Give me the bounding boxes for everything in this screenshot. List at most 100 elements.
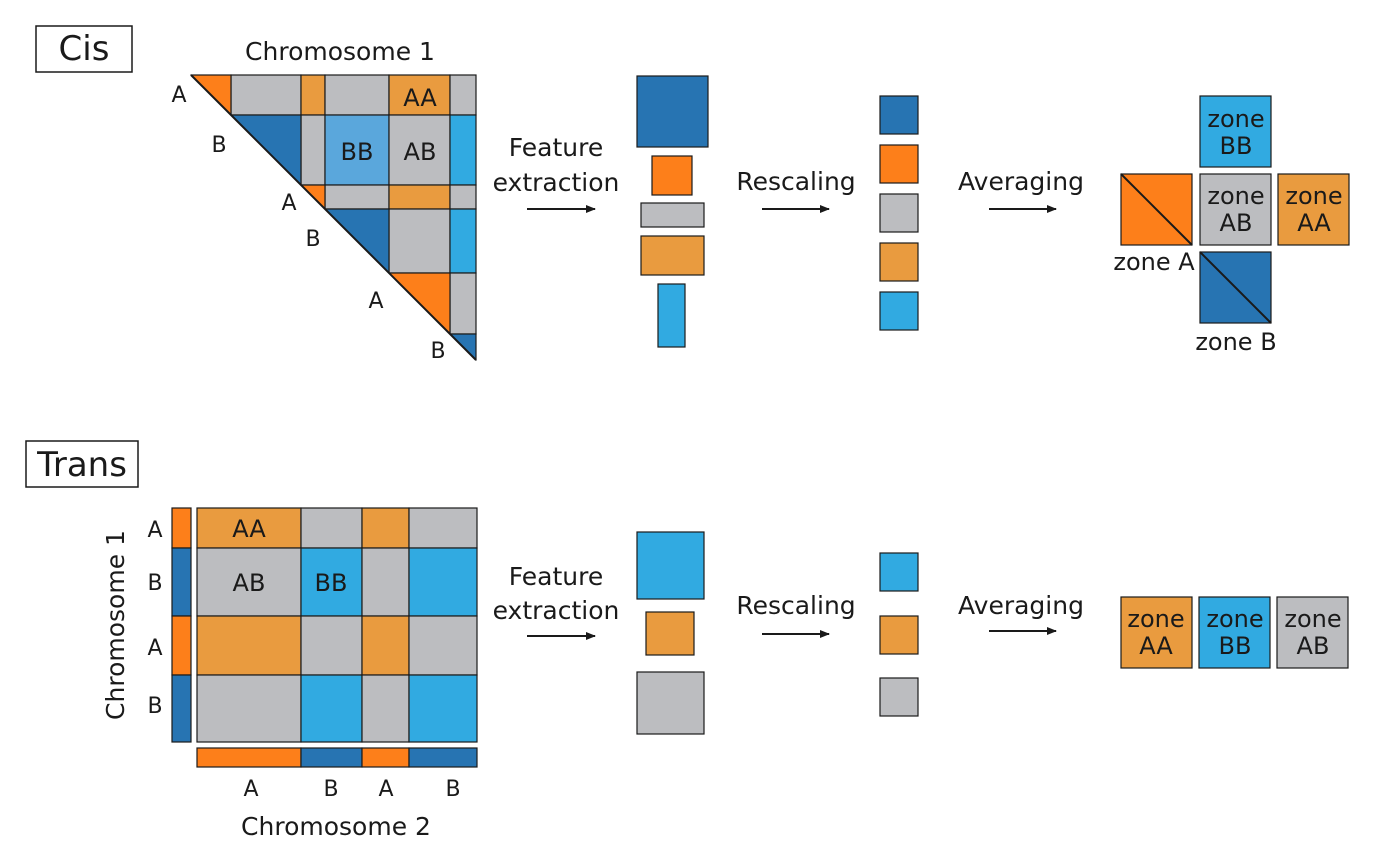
trans-cell-label-ab: AB [233,569,266,597]
cis-diag-label: A [368,289,383,314]
trans-averaged-zones [1120,596,1349,669]
cis-zone-aa-label: AA [1297,209,1331,237]
cis-cell [230,74,302,116]
cis-title: Cis [59,29,110,69]
trans-zone-ab [1276,596,1349,669]
cis-zone-ab-label: zone [1207,182,1264,210]
cis-rescaled-features [879,95,919,331]
trans-zone-ab-label: zone [1284,605,1341,633]
cis-rescaled-square [879,144,919,184]
trans-zone-aa-label: zone [1127,605,1184,633]
cis-cell [300,74,326,116]
cis-feature-gray [640,202,705,228]
cis-zone-a-diagonal [1120,173,1193,246]
trans-title: Trans [36,445,127,485]
trans-cell [361,507,410,549]
cis-rescaled-square [879,291,919,331]
trans-cell [408,615,478,676]
trans-zone-bb-label: zone [1206,605,1263,633]
cis-diag-label: A [281,191,296,216]
trans-cell [361,674,410,743]
trans-cell [300,507,363,549]
cis-diag-label: B [211,133,226,158]
cis-cell [388,184,451,210]
cis-cell [449,184,477,210]
cis-cell-label-ab: AB [404,138,437,166]
cis-section: Cis Chromosome 1 [35,25,1350,364]
cis-rescaled-square [879,193,919,233]
cis-title-box [35,25,133,73]
trans-rescaled-square [879,615,919,655]
trans-zone-bb [1198,596,1271,669]
cis-cell [388,208,451,274]
trans-extracted-features [636,531,705,735]
cis-zone-ab-label: AB [1220,209,1253,237]
cis-extracted-features [636,75,709,348]
trans-feature-label: extraction [493,596,620,625]
trans-rescaling-label: Rescaling [736,591,855,620]
trans-cell [361,547,410,617]
trans-cell [196,615,302,676]
trans-feature-ab [636,671,705,735]
cis-zone-bb-label: zone [1207,105,1264,133]
cis-rescaling-label: Rescaling [736,167,855,196]
trans-col-label: A [378,777,393,802]
trans-zone-bb-label: BB [1219,632,1252,660]
trans-row-label: B [147,694,162,719]
cis-zone-bb [1199,95,1272,168]
trans-col-label: B [323,777,338,802]
cis-zone-aa [1277,173,1350,246]
cis-rescaled-square [879,95,919,135]
cis-diag-label: B [430,339,445,364]
trans-row-label: A [147,636,162,661]
cis-cell-aa [388,74,451,116]
cis-averaging-label: Averaging [958,167,1084,196]
trans-cell-aa [196,507,302,549]
trans-cell [196,674,302,743]
cis-diagonal-line [190,74,477,361]
cis-cell [449,272,477,335]
trans-col-segment [408,747,478,768]
cis-cell [324,184,390,210]
trans-col-segment [361,747,410,768]
cis-cell [300,114,326,186]
cis-feature-label: extraction [493,168,620,197]
trans-cell-ab [196,547,302,617]
cis-cell [449,208,477,274]
trans-contact-matrix [196,507,478,743]
cis-diag-label: B [305,227,320,252]
cis-cell [324,74,390,116]
trans-cell [361,615,410,676]
cis-feature-light-blue [657,283,686,348]
trans-col-label: A [243,777,258,802]
trans-col-label: B [445,777,460,802]
trans-feature-bb [636,531,705,600]
trans-col-segment [196,747,302,768]
trans-section: Trans Chromosome 1 Chromosome 2 A B A B [25,440,1349,841]
trans-zone-ab-label: AB [1297,632,1330,660]
trans-cell [408,674,478,743]
cis-chromosome-label: Chromosome 1 [245,37,435,66]
trans-cell-label-aa: AA [232,515,266,543]
trans-cell [408,507,478,549]
trans-cell [300,674,363,743]
trans-row-label: B [147,571,162,596]
trans-rescaled-square [879,677,919,717]
trans-col-segment [300,747,363,768]
trans-row-label: A [147,518,162,543]
trans-cell [300,615,363,676]
trans-chromosome-2-label: Chromosome 2 [241,812,431,841]
trans-chromosome-1-label: Chromosome 1 [101,530,130,720]
cis-averaged-zones [1120,95,1350,324]
trans-title-box [25,440,139,488]
cis-rescaled-square [879,242,919,282]
trans-row-segment [171,547,192,617]
trans-rescaled-features [879,552,919,717]
trans-feature-label: Feature [509,562,603,591]
cis-feature-bb [636,75,709,148]
cis-cell-label-aa: AA [403,84,437,112]
cis-cell-label-bb: BB [341,138,374,166]
cis-cell [449,74,477,116]
trans-feature-aa [645,611,695,656]
